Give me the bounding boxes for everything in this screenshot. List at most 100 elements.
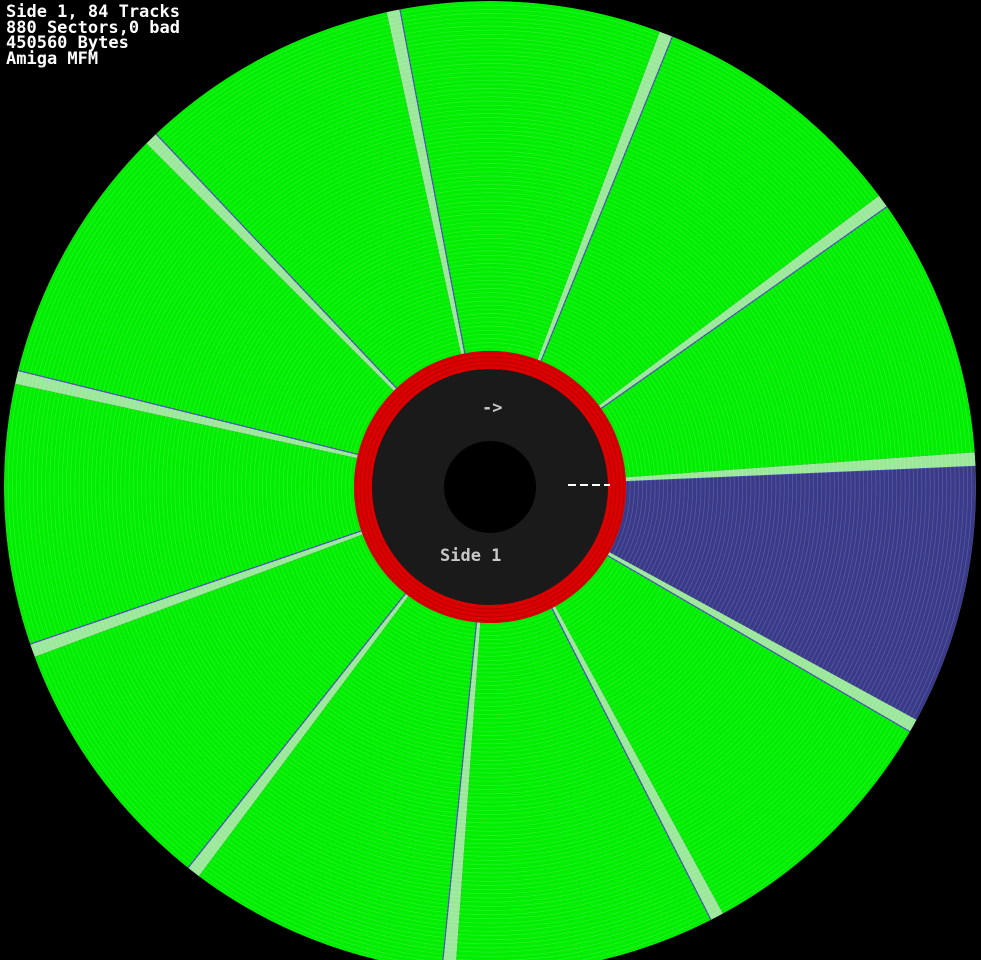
track-ring-73	[49, 46, 931, 928]
track-ring-44	[170, 167, 810, 807]
track-ring-1	[349, 346, 631, 628]
sector-9	[541, 36, 880, 406]
track-ring-12	[303, 300, 677, 674]
sector-boundary-5	[29, 530, 362, 645]
track-ring-68	[70, 67, 910, 907]
track-ring-36	[203, 200, 777, 774]
track-ring-52	[136, 133, 844, 841]
track-ring-20	[270, 267, 710, 707]
bytes-info: 450560 Bytes	[6, 33, 129, 53]
track-ring-28	[236, 233, 744, 741]
track-ring-13	[299, 296, 681, 678]
track-ring-31	[224, 221, 756, 753]
track-ring-81	[16, 13, 964, 960]
track-ring-57	[116, 113, 864, 861]
sector-gap-2	[442, 622, 481, 960]
track-ring-39	[191, 188, 789, 786]
sector-gap-9	[598, 195, 887, 409]
inner-track-ring-1	[363, 360, 617, 614]
sector-gap-8	[537, 31, 673, 361]
track-ring-56	[120, 117, 860, 857]
track-ring-29	[232, 229, 748, 745]
track-info: Side 1, 84 Tracks	[6, 2, 180, 22]
track-ring-53	[132, 129, 848, 845]
track-ring-76	[36, 33, 944, 941]
track-ring-64	[86, 83, 894, 891]
track-ring-78	[28, 25, 952, 949]
sector-gap-10	[625, 452, 976, 482]
sector-gap-1	[551, 606, 723, 920]
track-ring-45	[166, 163, 814, 811]
track-ring-32	[220, 217, 760, 757]
sector-5	[3, 383, 362, 645]
sector-boundary-9	[540, 36, 673, 362]
sector-1	[555, 555, 910, 914]
track-ring-79	[24, 21, 956, 953]
inner-track-ring-3	[355, 352, 625, 622]
track-ring-51	[141, 138, 839, 836]
track-ring-38	[195, 192, 785, 782]
track-ring-3	[341, 338, 639, 636]
track-ring-24	[253, 250, 727, 724]
track-ring-77	[32, 29, 948, 945]
track-ring-22	[261, 258, 719, 716]
track-ring-46	[161, 158, 819, 816]
track-ring-9	[316, 313, 664, 661]
track-ring-71	[57, 54, 923, 920]
disk-edge	[3, 0, 977, 960]
track-ring-10	[311, 308, 669, 666]
sector-info: 880 Sectors,0 bad	[6, 17, 180, 38]
track-ring-75	[41, 38, 939, 936]
track-ring-72	[53, 50, 927, 924]
sector-8	[399, 1, 660, 360]
format-info: Amiga MFM	[6, 48, 99, 69]
track-ring-65	[82, 79, 898, 895]
sector-boundary-7	[155, 133, 397, 389]
sector-boundary-10	[600, 206, 888, 410]
track-ring-54	[128, 125, 852, 849]
track-ring-6	[328, 325, 652, 649]
sector-7	[156, 12, 462, 389]
sector-gap-6	[146, 133, 397, 391]
track-ring-25	[249, 246, 731, 728]
track-ring-47	[157, 154, 823, 820]
track-ring-67	[74, 71, 906, 903]
track-ring-63	[91, 88, 889, 886]
track-ring-14	[295, 292, 685, 682]
track-ring-15	[291, 288, 689, 686]
track-ring-62	[95, 92, 885, 882]
track-ring-59	[107, 104, 873, 870]
track-ring-42	[178, 175, 802, 799]
track-ring-40	[186, 183, 794, 791]
sector-gap-5	[15, 370, 358, 459]
sector-0	[609, 465, 976, 720]
track-ring-30	[228, 225, 752, 749]
track-ring-26	[245, 242, 735, 732]
sector-2	[456, 608, 711, 960]
track-ring-35	[207, 204, 773, 770]
track-ring-34	[211, 208, 769, 766]
track-ring-58	[111, 108, 869, 866]
track-ring-83	[7, 4, 973, 960]
sector-gap-0	[607, 552, 917, 732]
track-ring-8	[320, 317, 660, 657]
sector-4	[34, 534, 406, 868]
track-ring-27	[241, 238, 739, 736]
track-ring-7	[324, 321, 656, 653]
track-ring-82	[12, 9, 968, 960]
sector-3	[198, 595, 477, 960]
rotation-arrow-icon: ->	[482, 398, 503, 418]
track-ring-66	[78, 75, 902, 899]
sector-boundary-1	[607, 554, 911, 733]
side-label: Side 1	[440, 546, 502, 566]
spindle-hole	[444, 441, 536, 533]
sector-gap-3	[188, 593, 409, 877]
disk-info-panel: Side 1, 84 Tracks 880 Sectors,0 bad 450560…	[6, 2, 180, 69]
track-ring-41	[182, 179, 798, 795]
track-ring-48	[153, 150, 827, 824]
track-ring-21	[266, 263, 714, 711]
track-ring-33	[216, 213, 764, 761]
track-ring-18	[278, 275, 702, 699]
track-ring-69	[66, 63, 914, 911]
